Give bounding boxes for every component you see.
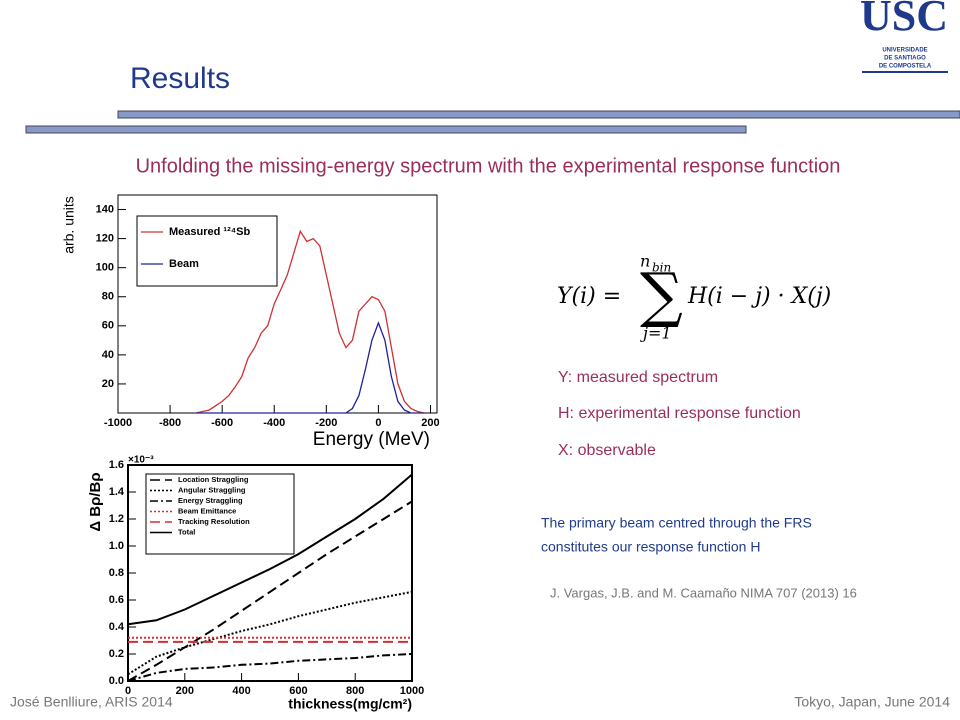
definition: Y: measured spectrum [558,369,718,386]
legend-label: Total [178,527,195,536]
title-bar [117,110,960,119]
formula-lhs: Y(i) = [557,284,621,309]
legend-box [136,215,278,287]
legend-label: Location Straggling [178,475,249,484]
x-axis-label: Energy (MeV) [313,429,430,450]
multiplier: ×10⁻³ [128,455,154,466]
note: constitutes our response function H [541,539,760,555]
formula-upper: n [640,252,650,271]
formula-lower: j=1 [640,324,672,343]
series-line [195,229,425,414]
x-tick-label: 200 [421,417,439,429]
reference: J. Vargas, J.B. and M. Caamaño NIMA 707 … [550,585,857,600]
logo-sub: DE COMPOSTELA [879,64,932,70]
y-tick-label: 40 [102,349,114,361]
y-tick-label: 0.2 [109,648,124,660]
legend-label: Energy Straggling [178,496,243,505]
series-line [127,473,413,626]
y-tick-label: 0.0 [109,675,124,687]
note: The primary beam centred through the FRS [541,515,812,531]
y-tick-label: 0.8 [109,567,124,579]
definition: H: experimental response function [558,405,801,422]
formula-upper-sub: bin [652,261,671,275]
x-tick-label: -1000 [104,417,132,429]
logo-sub: UNIVERSIDADE [882,48,927,54]
formula-sum: ∑ [640,261,683,331]
y-tick-label: 0.4 [109,621,125,633]
y-tick-label: 1.4 [109,486,125,498]
y-axis-label: Δ Bρ/Bρ [87,472,104,531]
footer-right: Tokyo, Japan, June 2014 [794,694,950,710]
series-line [196,321,424,414]
y-tick-label: 20 [102,378,114,390]
y-tick-label: 0.6 [109,594,124,606]
y-tick-label: 80 [102,291,114,303]
x-tick-label: -800 [159,417,181,429]
footer-left: José Benlliure, ARIS 2014 [10,694,173,710]
legend-label: Measured ¹²⁴Sb [169,226,251,238]
series-line [127,590,413,676]
series-line [127,500,413,682]
logo-sub: DE SANTIAGO [884,56,926,62]
y-axis-label: arb. units [61,196,77,254]
x-tick-label: 1000 [400,685,424,697]
x-tick-label: 200 [176,685,194,697]
y-tick-label: 60 [102,320,114,332]
formula-rhs: H(i − j) · X(j) [687,284,831,309]
legend-label: Angular Straggling [178,485,246,494]
series-line [127,653,413,682]
y-tick-label: 140 [96,203,114,215]
logo: USC [860,0,948,40]
x-tick-label: -200 [315,417,337,429]
title-bar [25,125,747,134]
title: Results [130,62,230,95]
legend-label: Tracking Resolution [178,517,250,526]
x-tick-label: 400 [232,685,250,697]
legend-box [145,473,295,555]
x-tick-label: 800 [346,685,364,697]
definition: X: observable [558,442,656,459]
x-tick-label: -600 [211,417,233,429]
subtitle: Unfolding the missing-energy spectrum wi… [136,155,841,177]
y-tick-label: 1.6 [109,459,124,471]
x-axis-label: thickness(mg/cm²) [288,696,412,712]
y-tick-label: 1.0 [109,540,124,552]
x-tick-label: -400 [263,417,285,429]
x-tick-label: 600 [289,685,307,697]
y-tick-label: 1.2 [109,513,124,525]
x-tick-label: 0 [375,417,381,429]
x-tick-label: 0 [125,685,131,697]
legend-label: Beam [169,258,199,270]
y-tick-label: 100 [96,262,114,274]
legend-label: Beam Emittance [178,506,236,515]
y-tick-label: 120 [96,233,114,245]
